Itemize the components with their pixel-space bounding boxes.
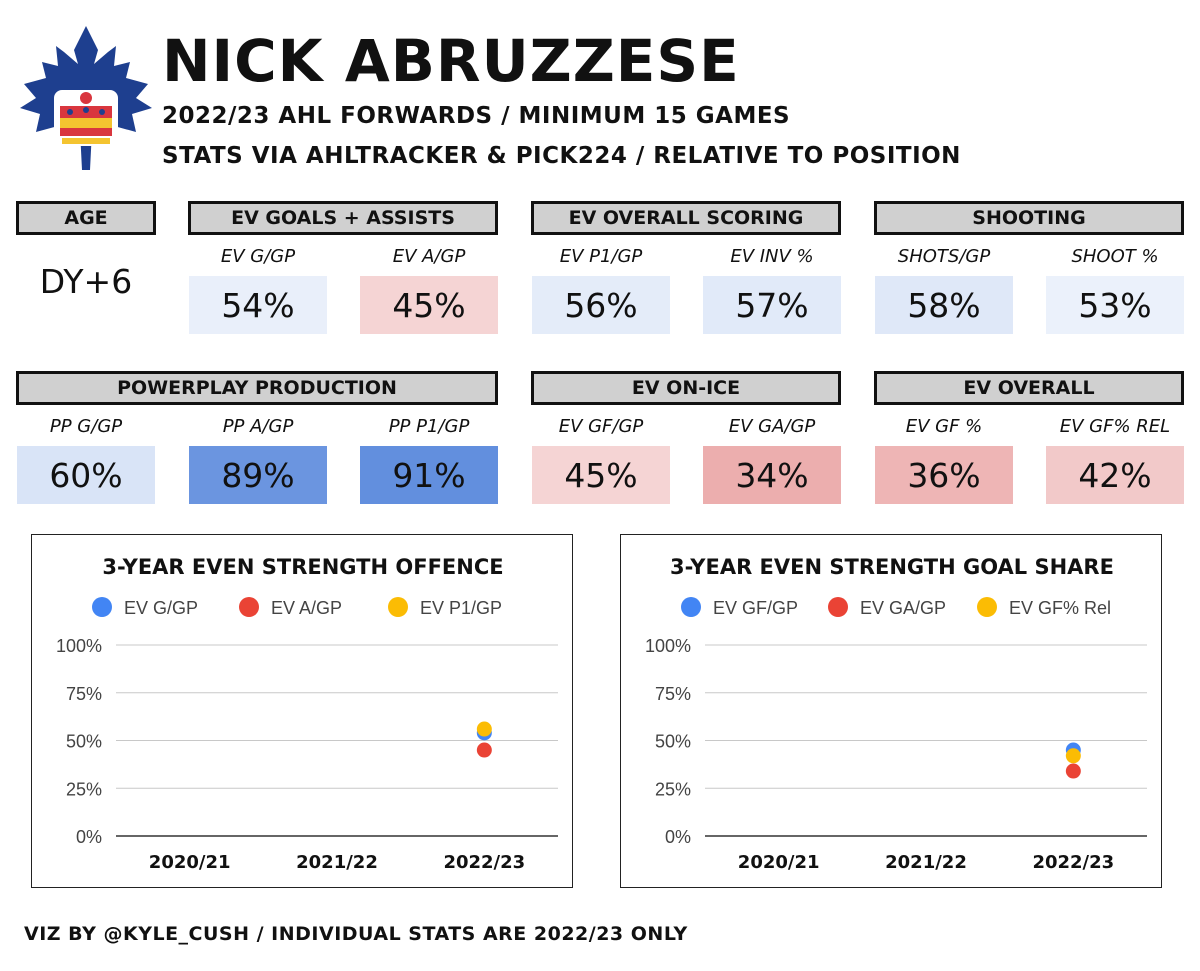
footer-credit: VIZ BY @KYLE_CUSH / INDIVIDUAL STATS ARE… (24, 923, 688, 945)
subtitle-source: STATS VIA AHLTRACKER & PICK224 / RELATIV… (162, 143, 961, 169)
y-tick-label: 25% (655, 779, 691, 799)
tile-value: 45% (360, 276, 498, 334)
legend-label: EV GF% Rel (1009, 598, 1111, 618)
x-tick-label: 2020/21 (738, 852, 820, 873)
tile-label: PP P1/GP (388, 416, 470, 437)
tile-label: EV A/GP (392, 246, 466, 267)
tile-label: EV GA/GP (728, 416, 816, 437)
tile-label: SHOTS/GP (897, 246, 991, 267)
ev-overall-scoring-header: EV OVERALL SCORING (531, 201, 841, 235)
maple-leafs-logo (20, 26, 152, 170)
y-tick-label: 50% (655, 732, 691, 752)
subtitle-league: 2022/23 AHL FORWARDS / MINIMUM 15 GAMES (162, 103, 791, 129)
chart-title: 3-YEAR EVEN STRENGTH GOAL SHARE (670, 555, 1114, 579)
tile-value: 36% (875, 446, 1013, 504)
x-tick-label: 2021/22 (296, 852, 378, 873)
legend-label: EV GA/GP (860, 598, 946, 618)
tile-value: 42% (1046, 446, 1184, 504)
tile-label: EV GF% REL (1059, 416, 1171, 437)
tile-value: 54% (189, 276, 327, 334)
legend-marker (239, 597, 259, 617)
tile-value: 60% (17, 446, 155, 504)
y-tick-label: 100% (56, 636, 102, 656)
ev-goals-assists-header: EV GOALS + ASSISTS (188, 201, 498, 235)
tile-label: SHOOT % (1071, 246, 1159, 267)
ev-onice-header: EV ON-ICE (531, 371, 841, 405)
legend-label: EV GF/GP (713, 598, 798, 618)
data-point (1065, 748, 1081, 764)
chart-ev-offence: 3-YEAR EVEN STRENGTH OFFENCE EV G/GP EV A/… (31, 534, 573, 888)
age-value: DY+6 (39, 262, 133, 301)
y-tick-label: 75% (66, 684, 102, 704)
tile-label: EV P1/GP (559, 246, 643, 267)
data-point (476, 721, 492, 737)
legend-marker (388, 597, 408, 617)
tile-value: 45% (532, 446, 670, 504)
age-header: AGE (16, 201, 156, 235)
tile-value: 53% (1046, 276, 1184, 334)
y-tick-label: 0% (76, 827, 102, 847)
chart-ev-goal-share: 3-YEAR EVEN STRENGTH GOAL SHARE EV GF/GP E… (620, 534, 1162, 888)
tile-label: PP A/GP (222, 416, 294, 437)
x-tick-label: 2022/23 (1032, 852, 1114, 873)
tile-value: 57% (703, 276, 841, 334)
tile-value: 91% (360, 446, 498, 504)
tile-value: 58% (875, 276, 1013, 334)
legend-marker (977, 597, 997, 617)
shooting-header: SHOOTING (874, 201, 1184, 235)
chart-title: 3-YEAR EVEN STRENGTH OFFENCE (102, 555, 503, 579)
tile-value: 56% (532, 276, 670, 334)
y-tick-label: 100% (645, 636, 691, 656)
x-tick-label: 2022/23 (443, 852, 525, 873)
chart-ev-offence-svg: 3-YEAR EVEN STRENGTH OFFENCE EV G/GP EV A/… (56, 555, 558, 873)
tile-label: EV GF % (905, 416, 983, 437)
ev-overall-header: EV OVERALL (874, 371, 1184, 405)
x-tick-label: 2020/21 (149, 852, 231, 873)
tile-label: PP G/GP (49, 416, 123, 437)
legend-label: EV A/GP (271, 598, 342, 618)
tile-label: EV G/GP (220, 246, 296, 267)
legend-label: EV P1/GP (420, 598, 502, 618)
tile-value: 34% (703, 446, 841, 504)
y-tick-label: 75% (655, 684, 691, 704)
legend-marker (92, 597, 112, 617)
y-tick-label: 50% (66, 732, 102, 752)
data-point (476, 742, 492, 758)
player-name: NICK ABRUZZESE (162, 27, 740, 95)
chart-ev-goal-share-svg: 3-YEAR EVEN STRENGTH GOAL SHARE EV GF/GP E… (645, 555, 1147, 873)
tile-label: EV INV % (730, 246, 814, 267)
tile-value: 89% (189, 446, 327, 504)
data-point (1065, 763, 1081, 779)
legend-marker (681, 597, 701, 617)
tile-label: EV GF/GP (558, 416, 644, 437)
y-tick-label: 0% (665, 827, 691, 847)
x-tick-label: 2021/22 (885, 852, 967, 873)
legend-marker (828, 597, 848, 617)
legend-label: EV G/GP (124, 598, 198, 618)
powerplay-header: POWERPLAY PRODUCTION (16, 371, 498, 405)
y-tick-label: 25% (66, 779, 102, 799)
